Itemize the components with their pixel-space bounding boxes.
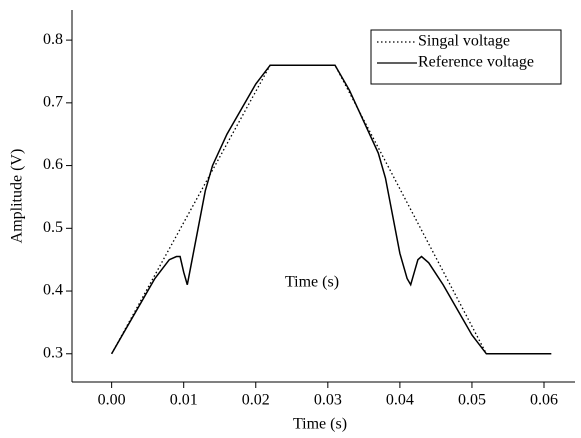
x-tick-label: 0.06 [530, 392, 558, 409]
y-tick-label: 0.5 [43, 219, 63, 236]
y-tick-label: 0.7 [43, 94, 63, 111]
y-tick-label: 0.4 [43, 282, 63, 299]
y-tick-label: 0.8 [43, 31, 63, 48]
x-axis-label: Time (s) [293, 416, 347, 433]
y-axis-label: Amplitude (V) [9, 149, 26, 244]
x-tick-label: 0.05 [458, 392, 486, 409]
series-line [111, 64, 552, 355]
x-tick-label: 0.03 [314, 392, 342, 409]
x-tick-label: 0.02 [242, 392, 270, 409]
x-tick-label: 0.00 [98, 392, 126, 409]
series-line [110, 64, 552, 355]
legend-label: Singal voltage [418, 33, 510, 50]
x-tick-label: 0.04 [386, 392, 414, 409]
y-tick-label: 0.3 [43, 344, 63, 361]
y-tick-label: 0.6 [43, 156, 63, 173]
legend-box [370, 29, 562, 85]
legend-label: Reference voltage [418, 54, 534, 71]
x-tick-label: 0.01 [170, 392, 198, 409]
annotation: Time (s) [285, 274, 339, 291]
